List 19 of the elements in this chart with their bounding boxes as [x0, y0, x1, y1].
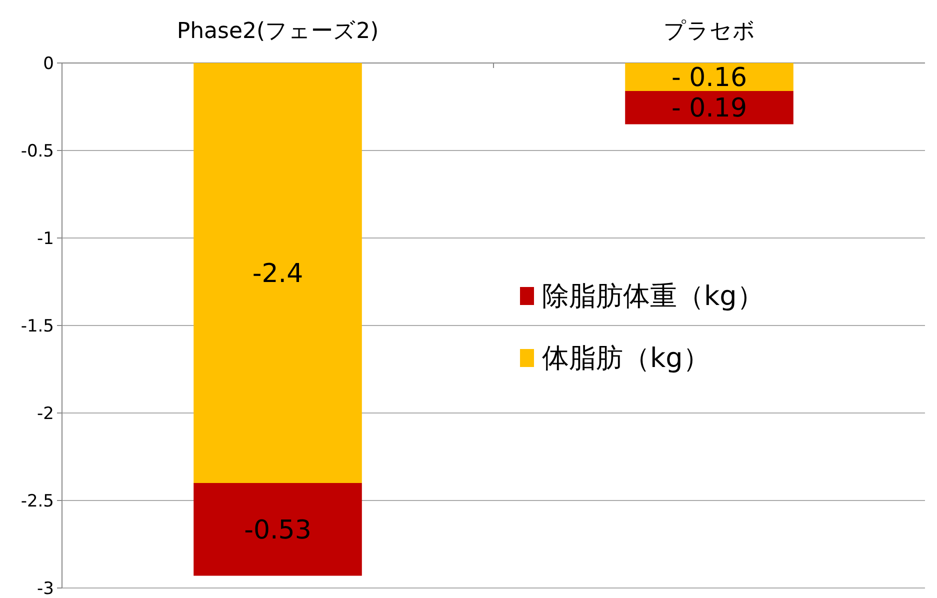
bar — [625, 63, 794, 91]
y-tick-label: -3 — [37, 579, 54, 598]
data-label: - 0.16 — [671, 63, 748, 93]
y-tick-label: -1.5 — [20, 316, 54, 336]
y-tick-label: 0 — [43, 54, 54, 74]
y-tick-label: -2 — [37, 404, 54, 424]
legend-label: 体脂肪（kg） — [542, 343, 710, 374]
x-tick-label: Phase2(フェーズ2) — [176, 19, 379, 44]
data-label: -0.53 — [244, 515, 312, 546]
data-label: - 0.19 — [671, 94, 748, 124]
x-tick-label: プラセボ — [663, 19, 756, 44]
y-tick-label: -0.5 — [20, 142, 54, 162]
y-tick-label: -1 — [37, 229, 54, 249]
y-tick-label: -2.5 — [20, 492, 54, 512]
bar — [194, 63, 362, 483]
bar — [625, 91, 794, 124]
data-label: -2.4 — [252, 259, 304, 289]
bar — [194, 483, 362, 576]
legend-label: 除脂肪体重（kg） — [542, 281, 764, 312]
